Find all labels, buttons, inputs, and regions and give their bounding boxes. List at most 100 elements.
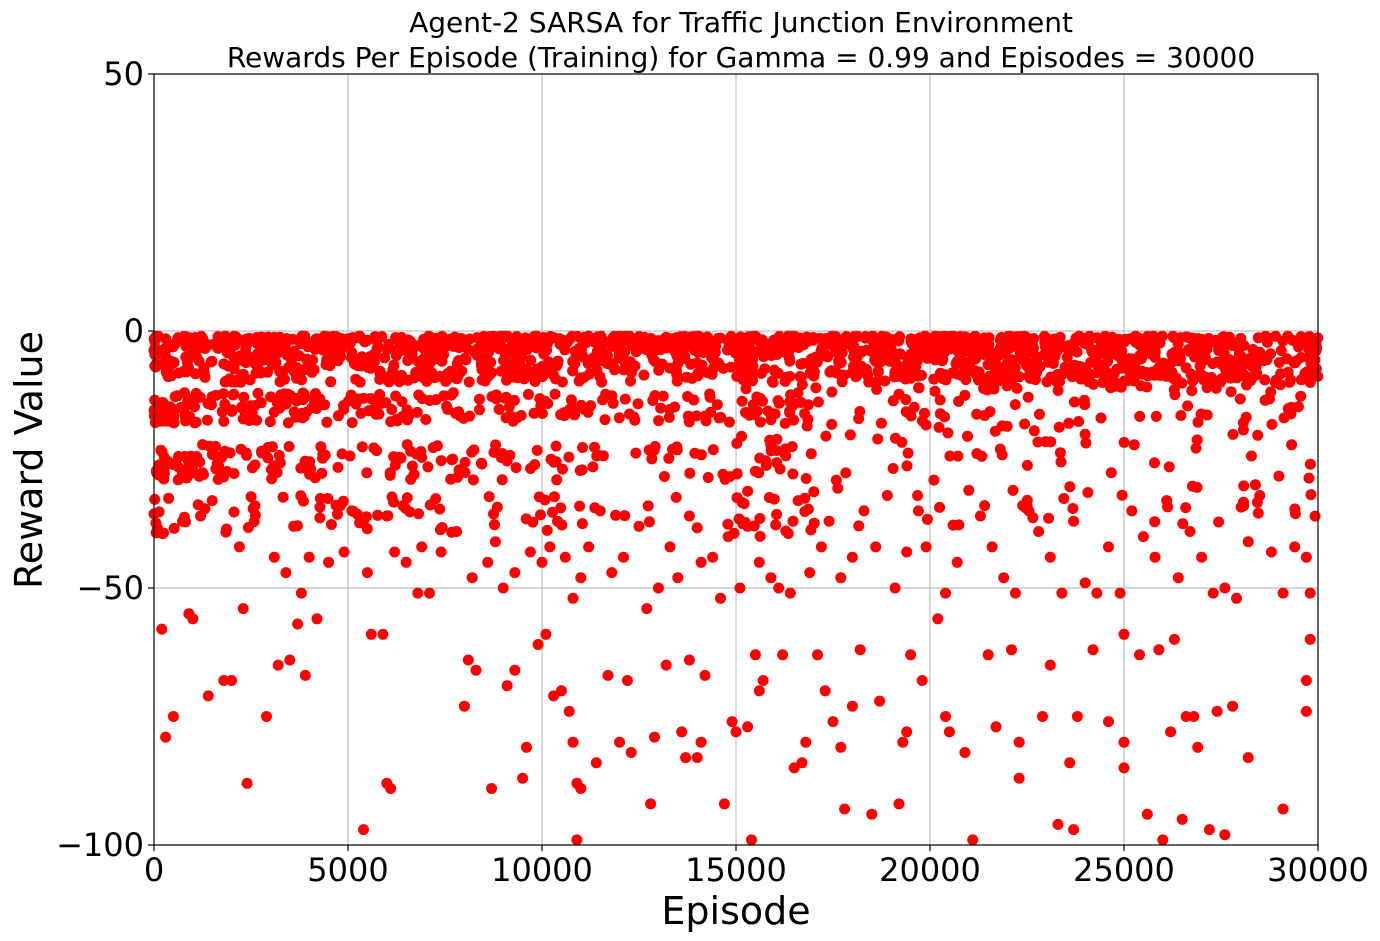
data-point bbox=[1068, 515, 1080, 527]
data-point bbox=[541, 524, 553, 536]
data-point bbox=[529, 459, 541, 471]
data-point bbox=[900, 406, 912, 418]
data-point bbox=[1108, 375, 1120, 387]
data-point bbox=[412, 587, 424, 599]
data-point bbox=[415, 446, 427, 457]
data-point bbox=[173, 367, 185, 379]
data-point bbox=[191, 451, 203, 462]
data-point bbox=[934, 501, 946, 513]
data-point bbox=[486, 783, 498, 794]
data-point bbox=[800, 736, 812, 748]
data-point bbox=[458, 700, 470, 712]
data-point bbox=[704, 388, 716, 400]
data-point bbox=[1289, 503, 1301, 515]
data-point bbox=[1270, 377, 1281, 389]
data-point bbox=[167, 341, 179, 353]
data-point bbox=[510, 462, 522, 474]
data-point bbox=[314, 512, 326, 524]
data-point bbox=[205, 399, 217, 411]
data-point bbox=[384, 467, 396, 479]
data-point bbox=[998, 572, 1010, 584]
data-point bbox=[755, 367, 767, 379]
data-point bbox=[551, 474, 563, 486]
data-point bbox=[212, 331, 224, 343]
x-tick-label: 5000 bbox=[307, 851, 388, 889]
data-point bbox=[780, 347, 792, 359]
data-point bbox=[784, 405, 796, 417]
data-point bbox=[400, 502, 412, 514]
data-point bbox=[277, 491, 289, 503]
data-point bbox=[951, 334, 963, 346]
data-point bbox=[671, 350, 683, 362]
data-point bbox=[1277, 587, 1289, 599]
data-point bbox=[571, 330, 583, 342]
data-point bbox=[536, 408, 548, 419]
data-point bbox=[293, 350, 305, 362]
data-point bbox=[742, 485, 754, 497]
data-point bbox=[916, 415, 928, 427]
data-point bbox=[521, 363, 533, 375]
data-point bbox=[549, 388, 561, 400]
data-point bbox=[531, 363, 543, 375]
data-point bbox=[1241, 371, 1253, 383]
data-point bbox=[1058, 493, 1070, 504]
data-point bbox=[1196, 340, 1208, 351]
data-point bbox=[368, 442, 380, 454]
data-point bbox=[646, 453, 658, 465]
data-point bbox=[649, 390, 661, 401]
data-point bbox=[1087, 378, 1099, 390]
data-point bbox=[893, 798, 905, 810]
data-point bbox=[881, 490, 893, 501]
data-point bbox=[383, 376, 395, 388]
data-point bbox=[410, 366, 422, 378]
data-point bbox=[614, 736, 626, 748]
data-point bbox=[1168, 633, 1180, 645]
data-point bbox=[1128, 375, 1140, 387]
data-point bbox=[874, 695, 886, 707]
data-point bbox=[889, 366, 901, 378]
data-point bbox=[741, 407, 753, 419]
data-point bbox=[1006, 644, 1017, 656]
data-point bbox=[1052, 818, 1064, 830]
x-tick-label: 0 bbox=[144, 851, 164, 889]
data-point bbox=[815, 541, 827, 553]
data-point bbox=[846, 551, 858, 563]
data-point bbox=[501, 374, 512, 386]
data-point bbox=[944, 450, 956, 462]
data-point bbox=[594, 505, 606, 517]
data-point bbox=[342, 333, 354, 345]
data-point bbox=[1064, 481, 1076, 493]
data-point bbox=[255, 366, 267, 378]
data-point bbox=[1237, 359, 1249, 371]
data-point bbox=[742, 520, 754, 532]
data-point bbox=[1040, 436, 1051, 448]
data-point bbox=[1191, 434, 1203, 446]
data-point bbox=[1039, 340, 1051, 352]
data-point bbox=[1184, 526, 1196, 537]
data-point bbox=[1176, 377, 1188, 389]
data-point bbox=[332, 508, 343, 520]
data-point bbox=[1055, 456, 1067, 468]
data-point bbox=[708, 338, 720, 350]
data-point bbox=[623, 334, 635, 346]
data-point bbox=[1013, 772, 1025, 784]
data-point bbox=[735, 358, 747, 370]
data-point bbox=[350, 373, 362, 385]
data-point bbox=[442, 403, 454, 415]
data-point bbox=[435, 455, 447, 467]
data-point bbox=[801, 331, 813, 343]
data-point bbox=[804, 567, 816, 579]
data-point bbox=[472, 342, 484, 354]
data-point bbox=[202, 690, 214, 702]
data-point bbox=[1300, 705, 1312, 717]
data-point bbox=[736, 395, 748, 407]
data-point bbox=[648, 354, 659, 366]
data-point bbox=[689, 447, 701, 459]
data-point bbox=[297, 364, 309, 376]
data-point bbox=[387, 364, 399, 376]
data-point bbox=[1285, 401, 1297, 413]
data-point bbox=[1265, 546, 1277, 558]
data-point bbox=[494, 330, 506, 342]
data-point bbox=[177, 515, 188, 527]
data-point bbox=[230, 376, 241, 388]
